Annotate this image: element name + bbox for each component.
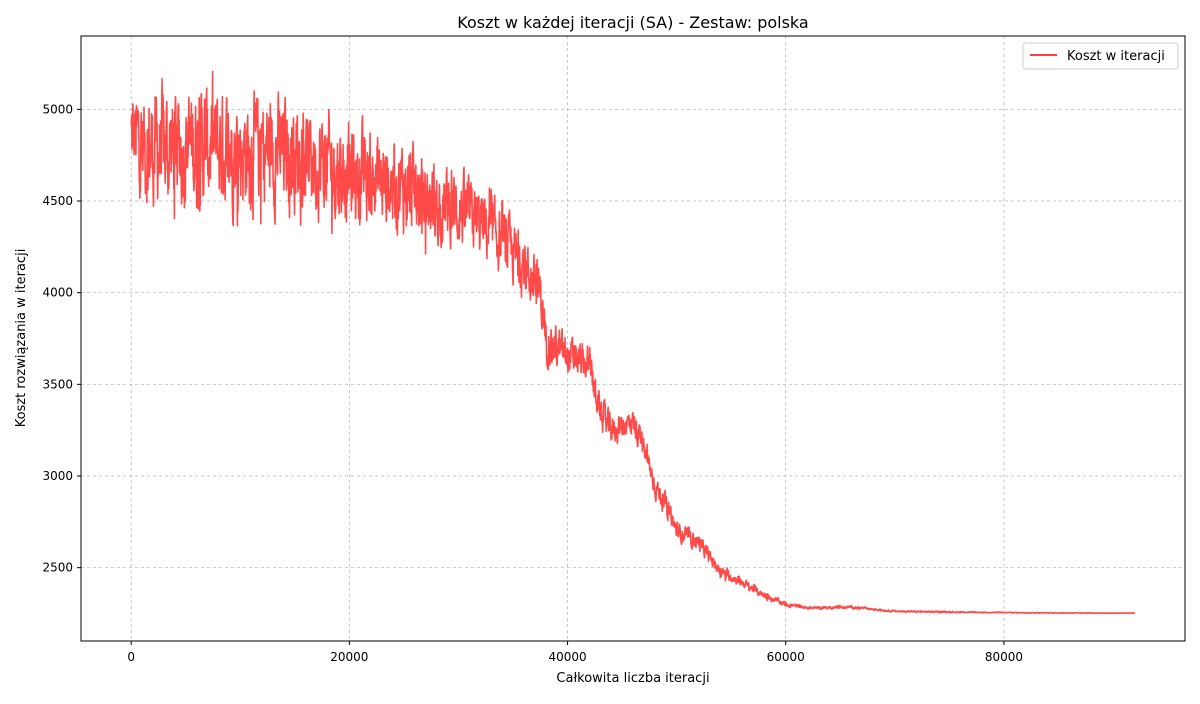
legend-label: Koszt w iteracji [1067,49,1165,64]
series-line-koszt-w-iteracji [130,70,1136,615]
x-tick-label: 20000 [330,650,368,664]
chart-title: Koszt w każdej iteracji (SA) - Zestaw: p… [457,13,808,32]
y-tick-label: 3500 [42,377,73,391]
x-tick-label: 60000 [767,650,805,664]
grid-lines [81,36,1185,641]
legend: Koszt w iteracji [1022,42,1179,70]
y-axis-label: Koszt rozwiązania w iteracji [14,249,29,428]
series-layer [130,70,1136,615]
x-tick-label: 80000 [985,650,1023,664]
y-tick-label: 5000 [42,102,73,116]
y-tick-label: 2500 [42,561,73,575]
y-tick-label: 3000 [42,469,73,483]
x-tick-label: 0 [127,650,135,664]
y-tick-label: 4500 [42,194,73,208]
legend-box [1022,42,1179,70]
x-axis-label: Całkowita liczba iteracji [556,671,709,686]
x-tick-label: 40000 [548,650,586,664]
tick-layer: 0 20000 40000 60000 80000 2500 3000 3500 4000 450… [42,102,1023,664]
plot-frame [80,35,1186,642]
y-tick-label: 4000 [42,286,73,300]
